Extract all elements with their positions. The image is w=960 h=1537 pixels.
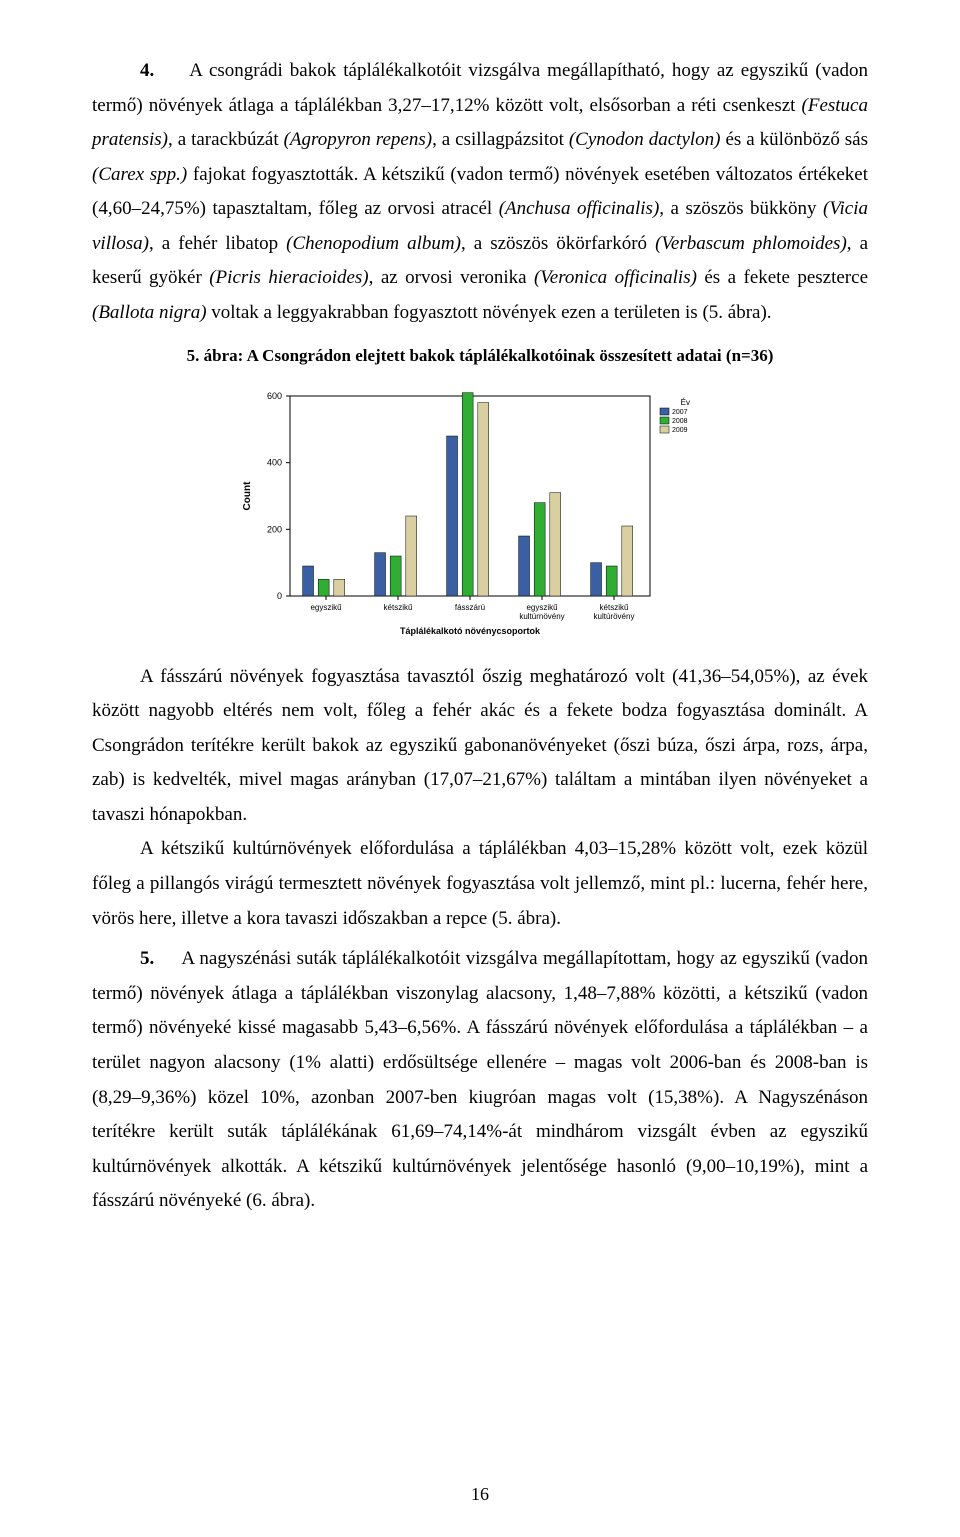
svg-text:egyszikű: egyszikű xyxy=(526,603,558,612)
svg-text:2008: 2008 xyxy=(672,418,688,425)
svg-text:kultúrövény: kultúrövény xyxy=(594,612,635,621)
paragraph-5: 5. A nagyszénási suták táplálékalkotóit … xyxy=(92,942,868,1219)
text: és a fekete peszterce xyxy=(697,267,868,288)
svg-text:Év: Év xyxy=(681,398,690,407)
latin-name: (Chenopodium album) xyxy=(286,233,461,254)
svg-text:Táplálékalkotó növénycsoportok: Táplálékalkotó növénycsoportok xyxy=(400,626,541,636)
item-number-5: 5. xyxy=(140,948,154,969)
text: A nagyszénási suták táplálékalkotóit viz… xyxy=(92,948,868,1211)
text: és a különböző sás xyxy=(720,129,868,150)
svg-text:kultúrnövény: kultúrnövény xyxy=(519,612,564,621)
svg-text:0: 0 xyxy=(277,591,282,601)
page: 4. A csongrádi bakok táplálékalkotóit vi… xyxy=(0,0,960,1537)
latin-name: (Carex spp.) xyxy=(92,164,187,185)
svg-text:200: 200 xyxy=(267,524,282,534)
svg-text:400: 400 xyxy=(267,457,282,467)
svg-text:Count: Count xyxy=(242,480,253,510)
bar-chart: 0 200 400 600 Count egyszikű kétszikű fásszárú e… xyxy=(220,378,740,648)
svg-text:2007: 2007 xyxy=(672,409,688,416)
text: , a szöszös ökörfarkóró xyxy=(461,233,655,254)
svg-text:fásszárú: fásszárú xyxy=(455,603,485,612)
latin-name: (Anchusa officinalis) xyxy=(499,198,660,219)
latin-name: (Agropyron repens) xyxy=(284,129,432,150)
item-number-4: 4. xyxy=(140,60,154,81)
paragraph-fasszaru: A fásszárú növények fogyasztása tavasztó… xyxy=(92,660,868,833)
svg-text:kétszikű: kétszikű xyxy=(600,603,629,612)
latin-name: (Veronica officinalis) xyxy=(534,267,697,288)
text: , a szöszös bükköny xyxy=(659,198,823,219)
text: A csongrádi bakok táplálékalkotóit vizsg… xyxy=(92,60,868,116)
text: , a tarackbúzát xyxy=(168,129,284,150)
svg-text:egyszikű: egyszikű xyxy=(310,603,342,612)
page-number: 16 xyxy=(0,1478,960,1511)
text: , az orvosi veronika xyxy=(369,267,534,288)
text: voltak a leggyakrabban fogyasztott növén… xyxy=(207,302,772,323)
text: , a csillagpázsitot xyxy=(432,129,569,150)
svg-text:2009: 2009 xyxy=(672,427,688,434)
latin-name: (Picris hieracioides) xyxy=(209,267,368,288)
paragraph-4: 4. A csongrádi bakok táplálékalkotóit vi… xyxy=(92,54,868,331)
svg-text:kétszikű: kétszikű xyxy=(384,603,413,612)
svg-text:600: 600 xyxy=(267,391,282,401)
latin-name: (Ballota nigra) xyxy=(92,302,207,323)
paragraph-ketsziku-kultur: A kétszikű kultúrnövények előfordulása a… xyxy=(92,832,868,936)
latin-name: (Cynodon dactylon) xyxy=(569,129,721,150)
text: , a fehér libatop xyxy=(149,233,286,254)
chart-svg: 0 200 400 600 Count egyszikű kétszikű fásszárú e… xyxy=(220,378,740,648)
latin-name: (Verbascum phlomoides) xyxy=(655,233,847,254)
figure-caption: 5. ábra: A Csongrádon elejtett bakok táp… xyxy=(92,341,868,372)
